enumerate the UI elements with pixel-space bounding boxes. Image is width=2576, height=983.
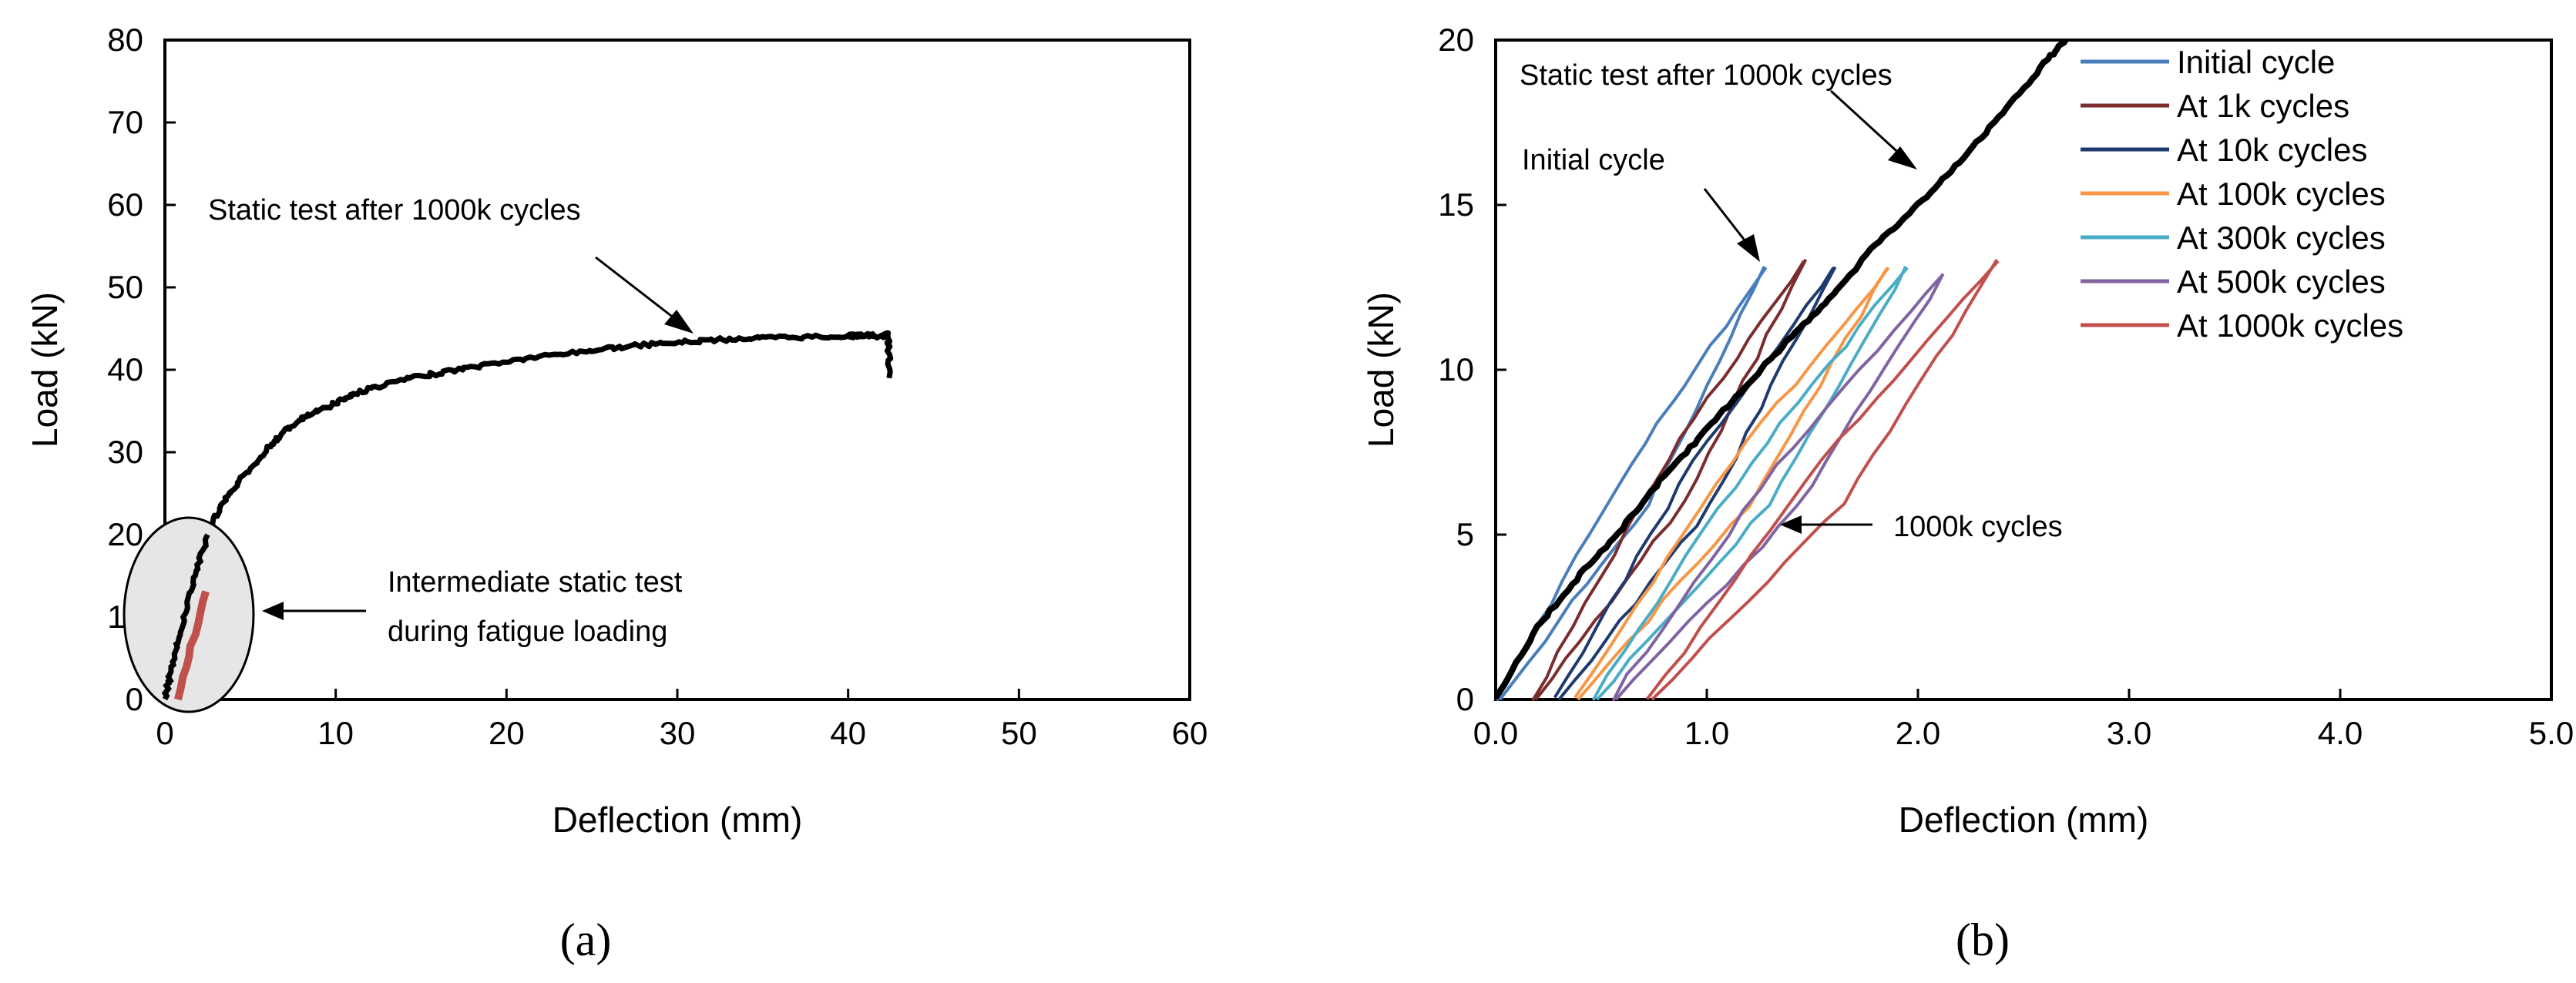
series-static-test-a (161, 330, 894, 701)
x-tick-label: 20 (489, 715, 525, 751)
legend-label: At 500k cycles (2177, 263, 2386, 300)
series-cycle-unload (1534, 258, 1808, 701)
arrowhead-static-test-a (664, 310, 694, 334)
panel-label-a: (a) (560, 914, 612, 965)
arrow-initial-cycle (1703, 188, 1752, 249)
arrow-static-test-a (595, 256, 682, 325)
y-tick-label: 20 (107, 516, 143, 552)
y-tick-label: 80 (107, 22, 143, 58)
x-tick-label: 0 (156, 715, 173, 751)
y-tick-label: 10 (1438, 351, 1474, 387)
plot-frame-a (163, 39, 1191, 701)
series-cycle-load (1611, 273, 1945, 702)
arrowhead-1000k-cycles (1780, 515, 1802, 534)
legend-label: At 300k cycles (2177, 220, 2386, 256)
series-static-test-b (1496, 40, 2069, 700)
y-tick-label: 30 (107, 434, 143, 470)
panel-b: 0 5 10 15 20 0.0 1.0 2.0 3.0 4.0 5.0 Static test … (1361, 22, 2574, 965)
annotation-intermediate-line1: Intermediate static test (388, 566, 683, 599)
y-axis-label-a: Load (kN) (25, 292, 65, 448)
y-tick-label: 50 (107, 269, 143, 305)
arrowhead-intermediate (262, 602, 284, 620)
x-axis-label-b: Deflection (mm) (1899, 800, 2149, 840)
panel-label-b: (b) (1956, 914, 2010, 965)
series-cycle-unload (1557, 266, 1837, 701)
series-intermediate-cycles (174, 590, 210, 701)
series-static-test-a-lower (161, 533, 210, 701)
x-tick-label: 1.0 (1684, 715, 1729, 751)
annotation-initial-cycle: Initial cycle (1522, 144, 1665, 176)
x-tick-label: 4.0 (2318, 715, 2363, 751)
series-cycle-unload (1651, 258, 1999, 701)
series-cycle-unload (1614, 273, 1945, 701)
ellipse-highlight (123, 516, 255, 713)
y-tick-label: 0 (126, 681, 143, 717)
legend-label: At 100k cycles (2177, 176, 2386, 212)
y-tick-label: 40 (107, 351, 143, 387)
series-cycle-unload (1498, 266, 1766, 701)
x-tick-label: 0.0 (1473, 715, 1518, 751)
series-cycle-unload (1596, 266, 1907, 701)
x-tick-label: 40 (830, 715, 866, 751)
plot-frame-b (1494, 39, 2553, 701)
legend-label: Initial cycle (2177, 44, 2335, 80)
series-cycle-load (1573, 267, 1890, 699)
series-cycle-load (1531, 260, 1805, 702)
x-tick-label: 5.0 (2529, 715, 2574, 751)
x-tick-label: 10 (317, 715, 354, 751)
annotation-intermediate-line2: during fatigue loading (388, 616, 667, 648)
y-tick-label: 70 (107, 104, 143, 140)
x-tick-label: 50 (1001, 715, 1037, 751)
y-tick-label: 15 (1438, 186, 1474, 223)
annotation-1000k-cycles: 1000k cycles (1893, 511, 2063, 543)
y-tick-label: 0 (1456, 681, 1474, 717)
legend-label: At 1000k cycles (2177, 307, 2403, 344)
x-tick-label: 3.0 (2107, 715, 2151, 751)
y-axis-label-b: Load (kN) (1361, 292, 1401, 448)
annotation-static-test-a: Static test after 1000k cycles (208, 194, 581, 226)
legend-label: At 10k cycles (2177, 132, 2367, 168)
x-tick-label: 60 (1172, 715, 1208, 751)
series-cycle-load (1591, 267, 1909, 701)
arrow-static-test-b (1829, 89, 1905, 159)
legend-label: At 1k cycles (2177, 88, 2349, 124)
y-tick-label: 5 (1456, 516, 1474, 552)
x-tick-label: 2.0 (1896, 715, 1940, 751)
legend-b: Initial cycle At 1k cycles At 10k cycles At… (2081, 44, 2403, 344)
y-tick-label: 60 (107, 186, 143, 223)
y-tick-label: 20 (1438, 22, 1474, 58)
series-cycle-load (1553, 267, 1835, 699)
arrowhead-initial-cycle (1737, 234, 1760, 262)
x-tick-label: 30 (660, 715, 696, 751)
arrowhead-static-test-b (1888, 146, 1917, 169)
series-cycle-load (1645, 260, 2000, 700)
annotation-static-test-b: Static test after 1000k cycles (1520, 59, 1893, 92)
x-axis-label-a: Deflection (mm) (552, 800, 803, 840)
